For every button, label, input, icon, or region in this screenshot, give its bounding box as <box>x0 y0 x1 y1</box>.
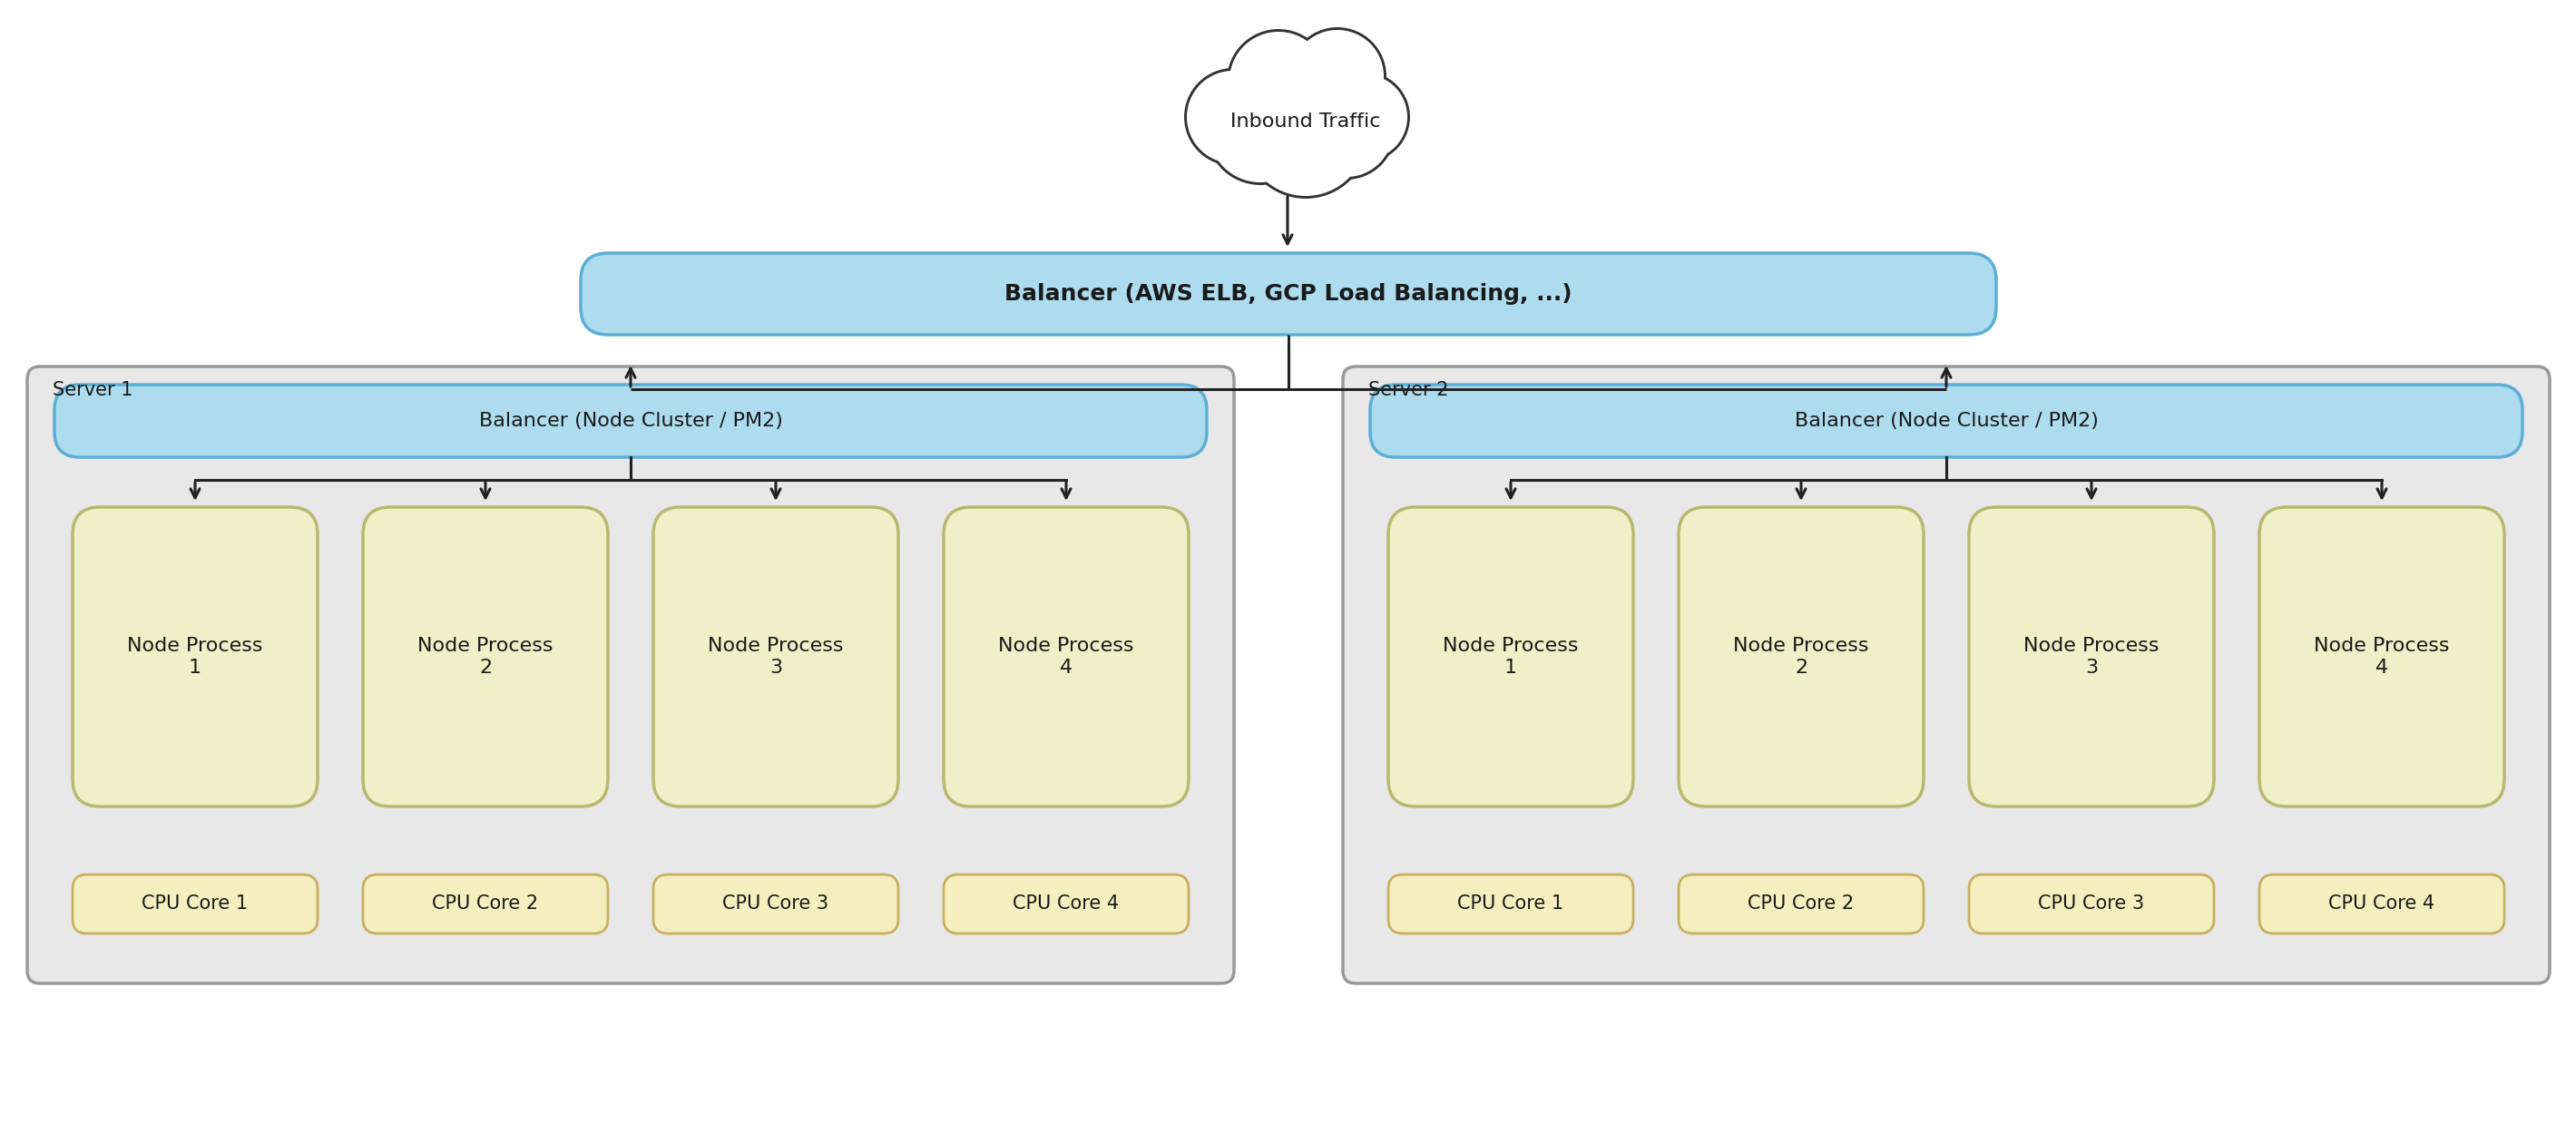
Text: CPU Core 2: CPU Core 2 <box>433 895 538 913</box>
Text: Node Process
2: Node Process 2 <box>417 637 554 677</box>
Text: Node Process
3: Node Process 3 <box>708 637 842 677</box>
FancyBboxPatch shape <box>943 874 1188 934</box>
Circle shape <box>1185 70 1280 164</box>
Text: CPU Core 4: CPU Core 4 <box>2329 895 2434 913</box>
Circle shape <box>1208 78 1314 183</box>
FancyBboxPatch shape <box>2259 507 2504 807</box>
FancyBboxPatch shape <box>363 874 608 934</box>
Text: Balancer (Node Cluster / PM2): Balancer (Node Cluster / PM2) <box>1795 411 2099 430</box>
Text: Node Process
1: Node Process 1 <box>126 637 263 677</box>
Text: CPU Core 1: CPU Core 1 <box>142 895 247 913</box>
FancyBboxPatch shape <box>54 384 1206 457</box>
Text: Node Process
4: Node Process 4 <box>2313 637 2450 677</box>
FancyBboxPatch shape <box>28 366 1234 984</box>
Text: CPU Core 1: CPU Core 1 <box>1458 895 1564 913</box>
FancyBboxPatch shape <box>1680 507 1924 807</box>
Text: Server 1: Server 1 <box>52 381 134 399</box>
FancyBboxPatch shape <box>2259 874 2504 934</box>
Circle shape <box>1301 85 1391 176</box>
FancyBboxPatch shape <box>654 507 899 807</box>
Circle shape <box>1247 75 1365 196</box>
FancyBboxPatch shape <box>72 507 317 807</box>
Circle shape <box>1208 80 1311 182</box>
FancyBboxPatch shape <box>1968 874 2213 934</box>
Text: CPU Core 2: CPU Core 2 <box>1749 895 1855 913</box>
Text: Node Process
2: Node Process 2 <box>1734 637 1870 677</box>
FancyBboxPatch shape <box>1342 366 2550 984</box>
Circle shape <box>1321 73 1409 161</box>
FancyBboxPatch shape <box>654 874 899 934</box>
FancyBboxPatch shape <box>580 253 1996 335</box>
FancyBboxPatch shape <box>72 874 317 934</box>
Text: Node Process
1: Node Process 1 <box>1443 637 1579 677</box>
Circle shape <box>1244 73 1368 197</box>
FancyBboxPatch shape <box>1370 384 2522 457</box>
Text: Balancer (AWS ELB, GCP Load Balancing, ...): Balancer (AWS ELB, GCP Load Balancing, .… <box>1005 283 1571 305</box>
Circle shape <box>1229 30 1329 130</box>
Text: Node Process
4: Node Process 4 <box>999 637 1133 677</box>
Text: CPU Core 4: CPU Core 4 <box>1012 895 1121 913</box>
Circle shape <box>1231 33 1327 129</box>
Text: Inbound Traffic: Inbound Traffic <box>1231 112 1381 130</box>
FancyBboxPatch shape <box>1680 874 1924 934</box>
Text: Server 2: Server 2 <box>1368 381 1448 399</box>
FancyBboxPatch shape <box>943 507 1188 807</box>
FancyBboxPatch shape <box>363 507 608 807</box>
Text: CPU Core 3: CPU Core 3 <box>724 895 829 913</box>
Circle shape <box>1291 29 1386 124</box>
Circle shape <box>1321 75 1406 160</box>
Text: CPU Core 3: CPU Core 3 <box>2038 895 2146 913</box>
Circle shape <box>1298 83 1394 178</box>
FancyBboxPatch shape <box>1388 874 1633 934</box>
Text: Balancer (Node Cluster / PM2): Balancer (Node Cluster / PM2) <box>479 411 783 430</box>
FancyBboxPatch shape <box>1388 507 1633 807</box>
Text: Node Process
3: Node Process 3 <box>2025 637 2159 677</box>
Circle shape <box>1188 72 1278 163</box>
Circle shape <box>1291 30 1383 121</box>
FancyBboxPatch shape <box>1968 507 2213 807</box>
